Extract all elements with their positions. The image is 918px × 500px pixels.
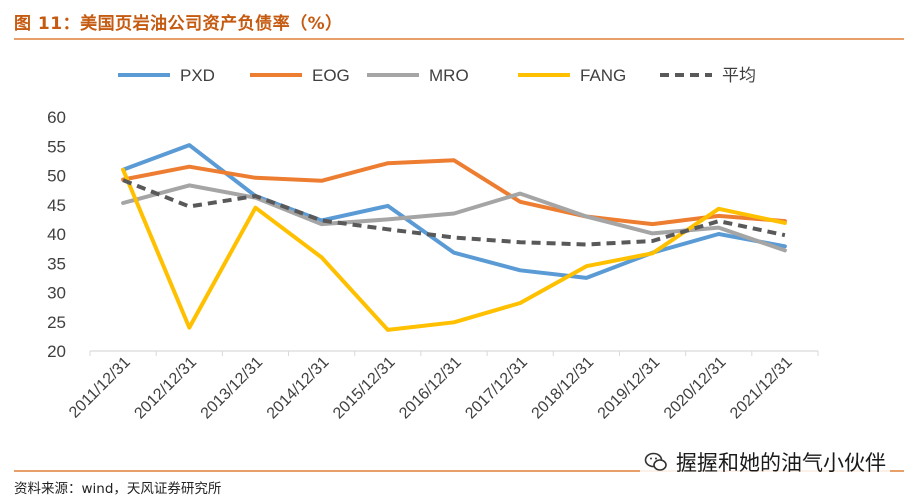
watermark-text: 握握和她的油气小伙伴 bbox=[676, 451, 886, 475]
chart-legend: PXD EOG MRO FANG 平均 bbox=[118, 66, 756, 85]
y-tick-label: 50 bbox=[47, 167, 66, 186]
series-line-pxd bbox=[121, 143, 787, 280]
wechat-icon bbox=[644, 452, 667, 471]
legend-label-fang: FANG bbox=[580, 66, 626, 85]
x-tick-label: 2014/12/31 bbox=[264, 354, 333, 423]
y-tick-label: 30 bbox=[47, 284, 66, 303]
x-tick-label: 2018/12/31 bbox=[529, 354, 598, 423]
x-tick-label: 2021/12/31 bbox=[727, 354, 796, 423]
source-note: 资料来源：wind，天风证券研究所 bbox=[14, 481, 222, 497]
figure-title: 图 11：美国页岩油公司资产负债率（%） bbox=[14, 14, 343, 34]
x-axis: 2011/12/312012/12/312013/12/312014/12/31… bbox=[66, 350, 819, 423]
y-tick-label: 45 bbox=[47, 196, 66, 215]
y-axis: 20 25 30 35 40 45 50 55 60 bbox=[47, 108, 66, 361]
x-tick-label: 2017/12/31 bbox=[462, 354, 531, 423]
y-tick-label: 40 bbox=[47, 225, 66, 244]
watermark: 握握和她的油气小伙伴 bbox=[640, 447, 890, 477]
x-tick-label: 2012/12/31 bbox=[131, 354, 200, 423]
x-tick-label: 2019/12/31 bbox=[595, 354, 664, 423]
legend-label-eog: EOG bbox=[312, 66, 350, 85]
legend-label-pxd: PXD bbox=[180, 66, 215, 85]
x-tick-label: 2015/12/31 bbox=[330, 354, 399, 423]
x-tick-label: 2013/12/31 bbox=[198, 354, 267, 423]
footer-divider bbox=[14, 470, 904, 472]
legend-label-mro: MRO bbox=[429, 66, 469, 85]
y-tick-label: 60 bbox=[47, 108, 66, 127]
x-tick-label: 2020/12/31 bbox=[661, 354, 730, 423]
y-tick-label: 55 bbox=[47, 137, 66, 156]
y-tick-label: 35 bbox=[47, 254, 66, 273]
series-line-fang bbox=[121, 167, 787, 332]
series-line-eog bbox=[121, 158, 787, 227]
y-tick-label: 20 bbox=[47, 342, 66, 361]
legend-label-avg: 平均 bbox=[722, 66, 756, 85]
line-chart: PXD EOG MRO FANG 平均 20 25 30 35 40 45 50 55 60 2011/… bbox=[47, 66, 819, 423]
x-tick-label: 2011/12/31 bbox=[66, 354, 134, 422]
y-tick-label: 25 bbox=[47, 313, 66, 332]
title-divider bbox=[14, 38, 904, 40]
series-lines bbox=[121, 143, 787, 332]
series-line-mro bbox=[121, 183, 787, 253]
x-tick-label: 2016/12/31 bbox=[396, 354, 465, 423]
